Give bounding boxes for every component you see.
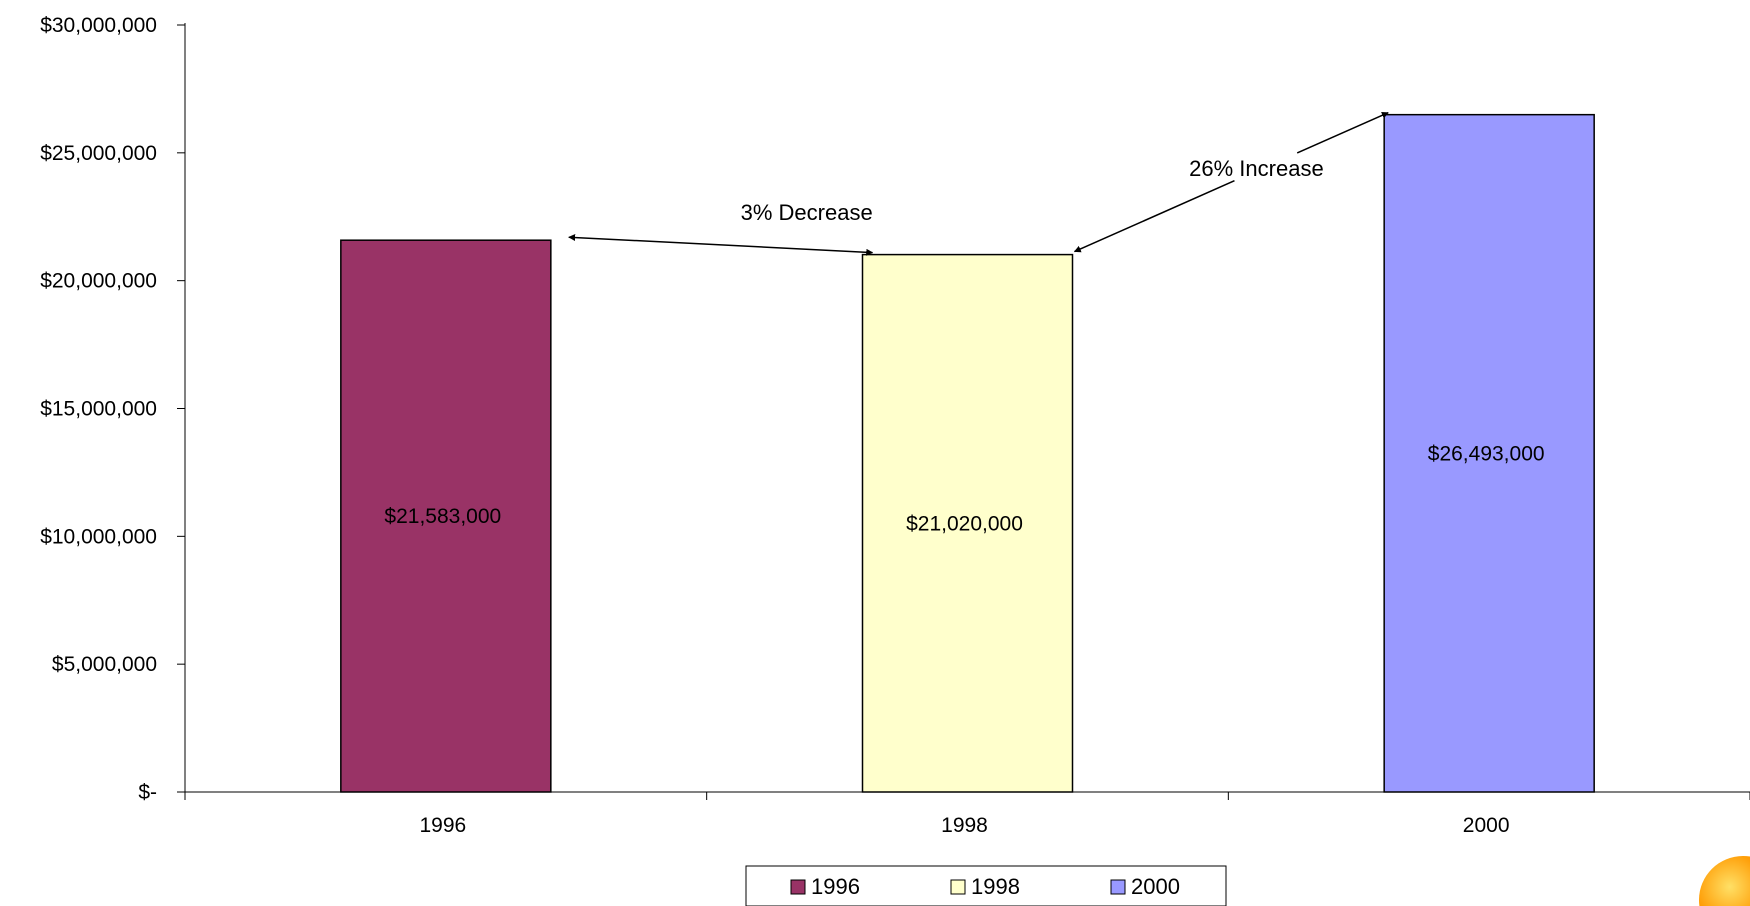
bar-1996 xyxy=(340,239,552,793)
data-label-2000: $26,493,000 xyxy=(1428,442,1545,465)
data-label-1996: $21,583,000 xyxy=(384,505,501,528)
corner-logo-icon xyxy=(1699,856,1750,906)
annotation-increase: 26% Increase xyxy=(1189,156,1324,181)
y-tick-label: $20,000,000 xyxy=(40,270,157,293)
y-tick-label: $- xyxy=(138,781,157,804)
bar-2000 xyxy=(1383,113,1595,793)
legend-swatch-1998 xyxy=(950,879,966,895)
decrease-arrow xyxy=(568,234,874,256)
data-label-1998: $21,020,000 xyxy=(906,512,1023,535)
x-tick-label: 2000 xyxy=(1463,814,1510,837)
x-tick-label: 1998 xyxy=(941,814,988,837)
bar-1998 xyxy=(861,253,1074,793)
y-tick-label: $5,000,000 xyxy=(52,653,157,676)
legend-swatch-1996 xyxy=(790,879,806,895)
y-tick-label: $25,000,000 xyxy=(40,142,157,165)
legend-box xyxy=(745,865,1227,906)
legend-swatch-2000 xyxy=(1110,879,1126,895)
legend-label-1998: 1998 xyxy=(971,874,1020,899)
y-tick-label: $10,000,000 xyxy=(40,525,157,548)
y-tick-label: $15,000,000 xyxy=(40,398,157,421)
increase-arrow-lower xyxy=(1073,180,1235,253)
legend-label-1996: 1996 xyxy=(811,874,860,899)
annotation-decrease: 3% Decrease xyxy=(741,200,873,225)
x-tick-label: 1996 xyxy=(419,814,466,837)
increase-arrow-upper xyxy=(1296,111,1389,154)
y-tick-label: $30,000,000 xyxy=(40,14,157,37)
legend-label-2000: 2000 xyxy=(1131,874,1180,899)
